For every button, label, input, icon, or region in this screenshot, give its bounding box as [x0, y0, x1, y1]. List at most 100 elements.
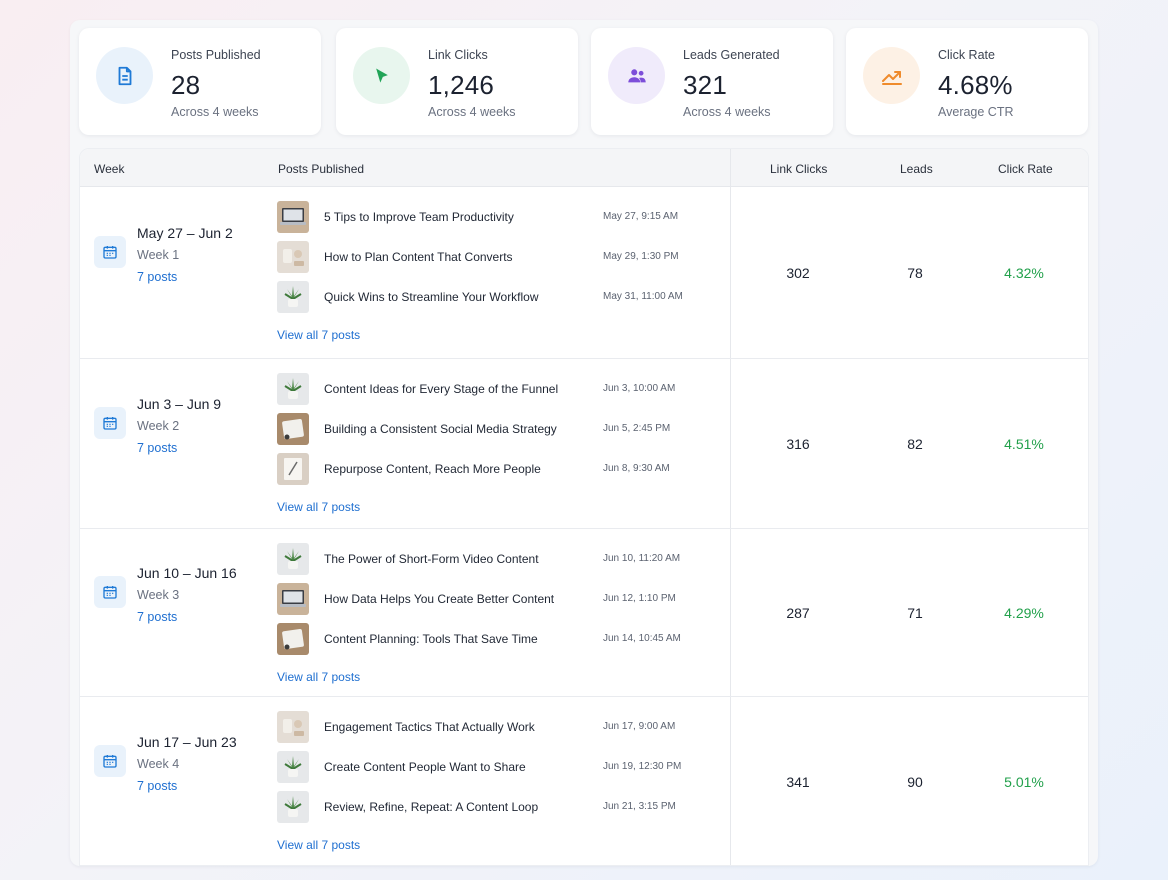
stat-sub: Average CTR	[938, 105, 1014, 119]
week-range: Jun 3 – Jun 9	[137, 396, 222, 412]
week-number: Week 2	[137, 419, 180, 433]
view-all-posts-link[interactable]: View all 7 posts	[277, 838, 361, 852]
post-title[interactable]: Content Ideas for Every Stage of the Fun…	[324, 382, 559, 396]
post-thumbnail	[277, 711, 309, 743]
leads-value: 82	[907, 436, 923, 452]
post-thumbnail	[277, 751, 309, 783]
post-date: May 31, 11:00 AM	[603, 291, 683, 302]
header-rate: Click Rate	[998, 162, 1053, 176]
week-range: May 27 – Jun 2	[137, 225, 233, 241]
document-icon	[96, 47, 153, 104]
post-item[interactable]: Create Content People Want to Share Jun …	[277, 751, 697, 783]
users-icon	[608, 47, 665, 104]
post-item[interactable]: How Data Helps You Create Better Content…	[277, 583, 697, 615]
stat-sub: Across 4 weeks	[171, 105, 259, 119]
table-header: Week Posts Published Link Clicks Leads C…	[80, 149, 1088, 187]
click-rate-value: 5.01%	[1004, 774, 1044, 790]
link-clicks-value: 287	[786, 605, 810, 621]
post-item[interactable]: Content Planning: Tools That Save Time J…	[277, 623, 697, 655]
stat-sub: Across 4 weeks	[683, 105, 771, 119]
post-date: May 29, 1:30 PM	[603, 251, 679, 262]
leads-value: 90	[907, 774, 923, 790]
post-date: Jun 14, 10:45 AM	[603, 633, 681, 644]
stat-label: Link Clicks	[428, 48, 488, 62]
view-all-posts-link[interactable]: View all 7 posts	[277, 670, 361, 684]
post-thumbnail	[277, 791, 309, 823]
post-date: Jun 8, 9:30 AM	[603, 463, 670, 474]
stat-label: Click Rate	[938, 48, 995, 62]
post-thumbnail	[277, 413, 309, 445]
post-title[interactable]: Repurpose Content, Reach More People	[324, 462, 541, 476]
post-item[interactable]: 5 Tips to Improve Team Productivity May …	[277, 201, 697, 233]
stat-label: Leads Generated	[683, 48, 780, 62]
link-clicks-value: 316	[786, 436, 810, 452]
post-title[interactable]: 5 Tips to Improve Team Productivity	[324, 210, 514, 224]
post-item[interactable]: Building a Consistent Social Media Strat…	[277, 413, 697, 445]
table-row: May 27 – Jun 2 Week 1 7 posts 5 Tips to Im…	[80, 187, 1088, 359]
post-title[interactable]: Review, Refine, Repeat: A Content Loop	[324, 800, 539, 814]
post-title[interactable]: Content Planning: Tools That Save Time	[324, 632, 538, 646]
post-item[interactable]: Repurpose Content, Reach More People Jun…	[277, 453, 697, 485]
calendar-icon	[94, 236, 126, 268]
post-item[interactable]: Content Ideas for Every Stage of the Fun…	[277, 373, 697, 405]
week-number: Week 4	[137, 757, 180, 771]
stat-sub: Across 4 weeks	[428, 105, 516, 119]
post-date: May 27, 9:15 AM	[603, 211, 679, 222]
header-clicks: Link Clicks	[770, 162, 828, 176]
post-item[interactable]: How to Plan Content That Converts May 29…	[277, 241, 697, 273]
post-date: Jun 12, 1:10 PM	[603, 593, 676, 604]
view-all-posts-link[interactable]: View all 7 posts	[277, 328, 361, 342]
week-range: Jun 17 – Jun 23	[137, 734, 237, 750]
table-row: Jun 3 – Jun 9 Week 2 7 posts Content Ideas…	[80, 359, 1088, 529]
post-title[interactable]: Building a Consistent Social Media Strat…	[324, 422, 557, 436]
post-date: Jun 3, 10:00 AM	[603, 383, 676, 394]
stat-value: 321	[683, 70, 727, 100]
post-item[interactable]: The Power of Short-Form Video Content Ju…	[277, 543, 697, 575]
week-post-count-link[interactable]: 7 posts	[137, 610, 178, 624]
post-title[interactable]: The Power of Short-Form Video Content	[324, 552, 539, 566]
post-thumbnail	[277, 201, 309, 233]
header-leads: Leads	[900, 162, 933, 176]
post-title[interactable]: How Data Helps You Create Better Content	[324, 592, 555, 606]
post-item[interactable]: Quick Wins to Streamline Your Workflow M…	[277, 281, 697, 313]
view-all-posts-link[interactable]: View all 7 posts	[277, 500, 361, 514]
week-post-count-link[interactable]: 7 posts	[137, 779, 178, 793]
post-title[interactable]: How to Plan Content That Converts	[324, 250, 513, 264]
post-thumbnail	[277, 281, 309, 313]
click-rate-value: 4.32%	[1004, 265, 1044, 281]
stat-card-posts: Posts Published 28 Across 4 weeks	[79, 28, 321, 135]
week-post-count-link[interactable]: 7 posts	[137, 441, 178, 455]
analytics-panel: Posts Published 28 Across 4 weeks Link C…	[70, 20, 1098, 866]
week-number: Week 1	[137, 248, 180, 262]
post-title[interactable]: Quick Wins to Streamline Your Workflow	[324, 290, 539, 304]
post-thumbnail	[277, 453, 309, 485]
post-date: Jun 5, 2:45 PM	[603, 423, 671, 434]
stat-value: 4.68%	[938, 70, 1013, 100]
weekly-table: Week Posts Published Link Clicks Leads C…	[79, 148, 1089, 866]
post-date: Jun 10, 11:20 AM	[603, 553, 681, 564]
link-clicks-value: 341	[786, 774, 810, 790]
cursor-icon	[353, 47, 410, 104]
calendar-icon	[94, 407, 126, 439]
trend-up-icon	[863, 47, 920, 104]
leads-value: 71	[907, 605, 923, 621]
week-range: Jun 10 – Jun 16	[137, 565, 237, 581]
stat-card-leads: Leads Generated 321 Across 4 weeks	[591, 28, 833, 135]
post-thumbnail	[277, 373, 309, 405]
post-thumbnail	[277, 543, 309, 575]
post-item[interactable]: Review, Refine, Repeat: A Content Loop J…	[277, 791, 697, 823]
leads-value: 78	[907, 265, 923, 281]
week-post-count-link[interactable]: 7 posts	[137, 270, 178, 284]
header-week: Week	[94, 162, 125, 176]
post-date: Jun 21, 3:15 PM	[603, 801, 676, 812]
column-divider	[730, 149, 731, 865]
stat-card-rate: Click Rate 4.68% Average CTR	[846, 28, 1088, 135]
link-clicks-value: 302	[786, 265, 810, 281]
post-item[interactable]: Engagement Tactics That Actually Work Ju…	[277, 711, 697, 743]
post-title[interactable]: Engagement Tactics That Actually Work	[324, 720, 535, 734]
stat-value: 28	[171, 70, 201, 100]
post-title[interactable]: Create Content People Want to Share	[324, 760, 526, 774]
post-thumbnail	[277, 241, 309, 273]
post-date: Jun 17, 9:00 AM	[603, 721, 676, 732]
stat-cards: Posts Published 28 Across 4 weeks Link C…	[79, 28, 1089, 136]
